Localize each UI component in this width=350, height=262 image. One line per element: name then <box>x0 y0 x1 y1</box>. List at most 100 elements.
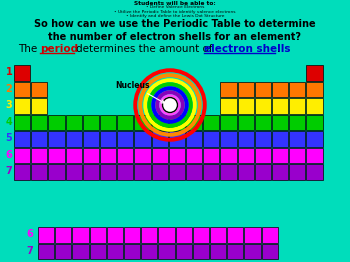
Bar <box>193 243 209 259</box>
Bar <box>72 243 89 259</box>
Bar <box>272 164 288 179</box>
Bar <box>83 131 99 146</box>
Bar <box>220 81 237 97</box>
Bar <box>220 98 237 113</box>
Bar <box>306 65 323 80</box>
Bar <box>193 227 209 243</box>
Bar <box>272 131 288 146</box>
Bar <box>38 227 54 243</box>
Text: .: . <box>277 44 280 54</box>
Bar <box>203 131 219 146</box>
Bar <box>186 114 202 130</box>
Bar <box>289 98 306 113</box>
Text: • Identify and define the Lewis Dot Structure: • Identify and define the Lewis Dot Stru… <box>126 14 224 19</box>
Bar <box>14 164 30 179</box>
Text: period: period <box>40 44 78 54</box>
Bar <box>238 131 254 146</box>
Bar <box>272 114 288 130</box>
Bar <box>186 148 202 163</box>
Circle shape <box>162 97 177 112</box>
Bar <box>169 164 185 179</box>
Bar <box>117 131 133 146</box>
Bar <box>306 114 323 130</box>
Bar <box>255 114 271 130</box>
Text: determines the amount of: determines the amount of <box>76 44 213 54</box>
Bar <box>220 114 237 130</box>
Bar <box>141 227 158 243</box>
Bar <box>38 243 54 259</box>
Bar <box>289 114 306 130</box>
Bar <box>255 164 271 179</box>
Bar <box>83 164 99 179</box>
Bar <box>227 243 243 259</box>
Bar <box>48 114 65 130</box>
Text: 6: 6 <box>6 150 12 160</box>
Bar <box>255 81 271 97</box>
Bar <box>65 131 82 146</box>
Bar <box>31 114 47 130</box>
Bar <box>48 131 65 146</box>
Bar <box>14 148 30 163</box>
Bar <box>117 148 133 163</box>
Bar <box>306 98 323 113</box>
Bar <box>169 148 185 163</box>
Bar <box>169 114 185 130</box>
Bar <box>100 148 116 163</box>
Bar <box>255 131 271 146</box>
Bar <box>272 81 288 97</box>
Bar <box>14 114 30 130</box>
Bar <box>203 164 219 179</box>
Bar <box>65 114 82 130</box>
Text: 6: 6 <box>27 229 33 239</box>
Bar <box>227 227 243 243</box>
Bar <box>14 98 30 113</box>
Bar <box>55 243 71 259</box>
Bar <box>83 114 99 130</box>
Bar <box>238 81 254 97</box>
Bar <box>14 65 30 80</box>
Bar <box>203 148 219 163</box>
Bar <box>289 81 306 97</box>
Bar <box>238 98 254 113</box>
Bar <box>159 227 175 243</box>
Bar <box>289 131 306 146</box>
Bar <box>152 131 168 146</box>
Bar <box>48 164 65 179</box>
Bar <box>306 81 323 97</box>
Bar <box>272 98 288 113</box>
Text: 2: 2 <box>6 84 12 94</box>
Text: The: The <box>18 44 37 54</box>
Bar <box>117 164 133 179</box>
Bar <box>124 243 140 259</box>
Bar <box>176 227 192 243</box>
Bar <box>152 114 168 130</box>
Bar <box>220 148 237 163</box>
Bar <box>210 243 226 259</box>
Bar <box>107 227 123 243</box>
Bar <box>65 148 82 163</box>
Bar <box>31 131 47 146</box>
Bar <box>141 243 158 259</box>
Text: So how can we use the Periodic Table to determine
the number of electron shells : So how can we use the Periodic Table to … <box>34 19 316 42</box>
Bar <box>176 243 192 259</box>
Bar <box>65 164 82 179</box>
Text: 7: 7 <box>27 246 33 256</box>
Bar <box>159 243 175 259</box>
Bar <box>186 131 202 146</box>
Bar <box>210 227 226 243</box>
Bar <box>203 114 219 130</box>
Bar <box>238 148 254 163</box>
Bar <box>31 148 47 163</box>
Bar <box>14 81 30 97</box>
Bar <box>169 131 185 146</box>
Bar <box>31 164 47 179</box>
Bar <box>83 148 99 163</box>
Bar <box>55 227 71 243</box>
Bar <box>220 164 237 179</box>
Bar <box>220 131 237 146</box>
Text: electron shells: electron shells <box>204 44 290 54</box>
Text: • Define Valence Electrons: • Define Valence Electrons <box>146 6 204 9</box>
Bar <box>100 131 116 146</box>
Bar <box>244 227 261 243</box>
Bar <box>90 243 106 259</box>
